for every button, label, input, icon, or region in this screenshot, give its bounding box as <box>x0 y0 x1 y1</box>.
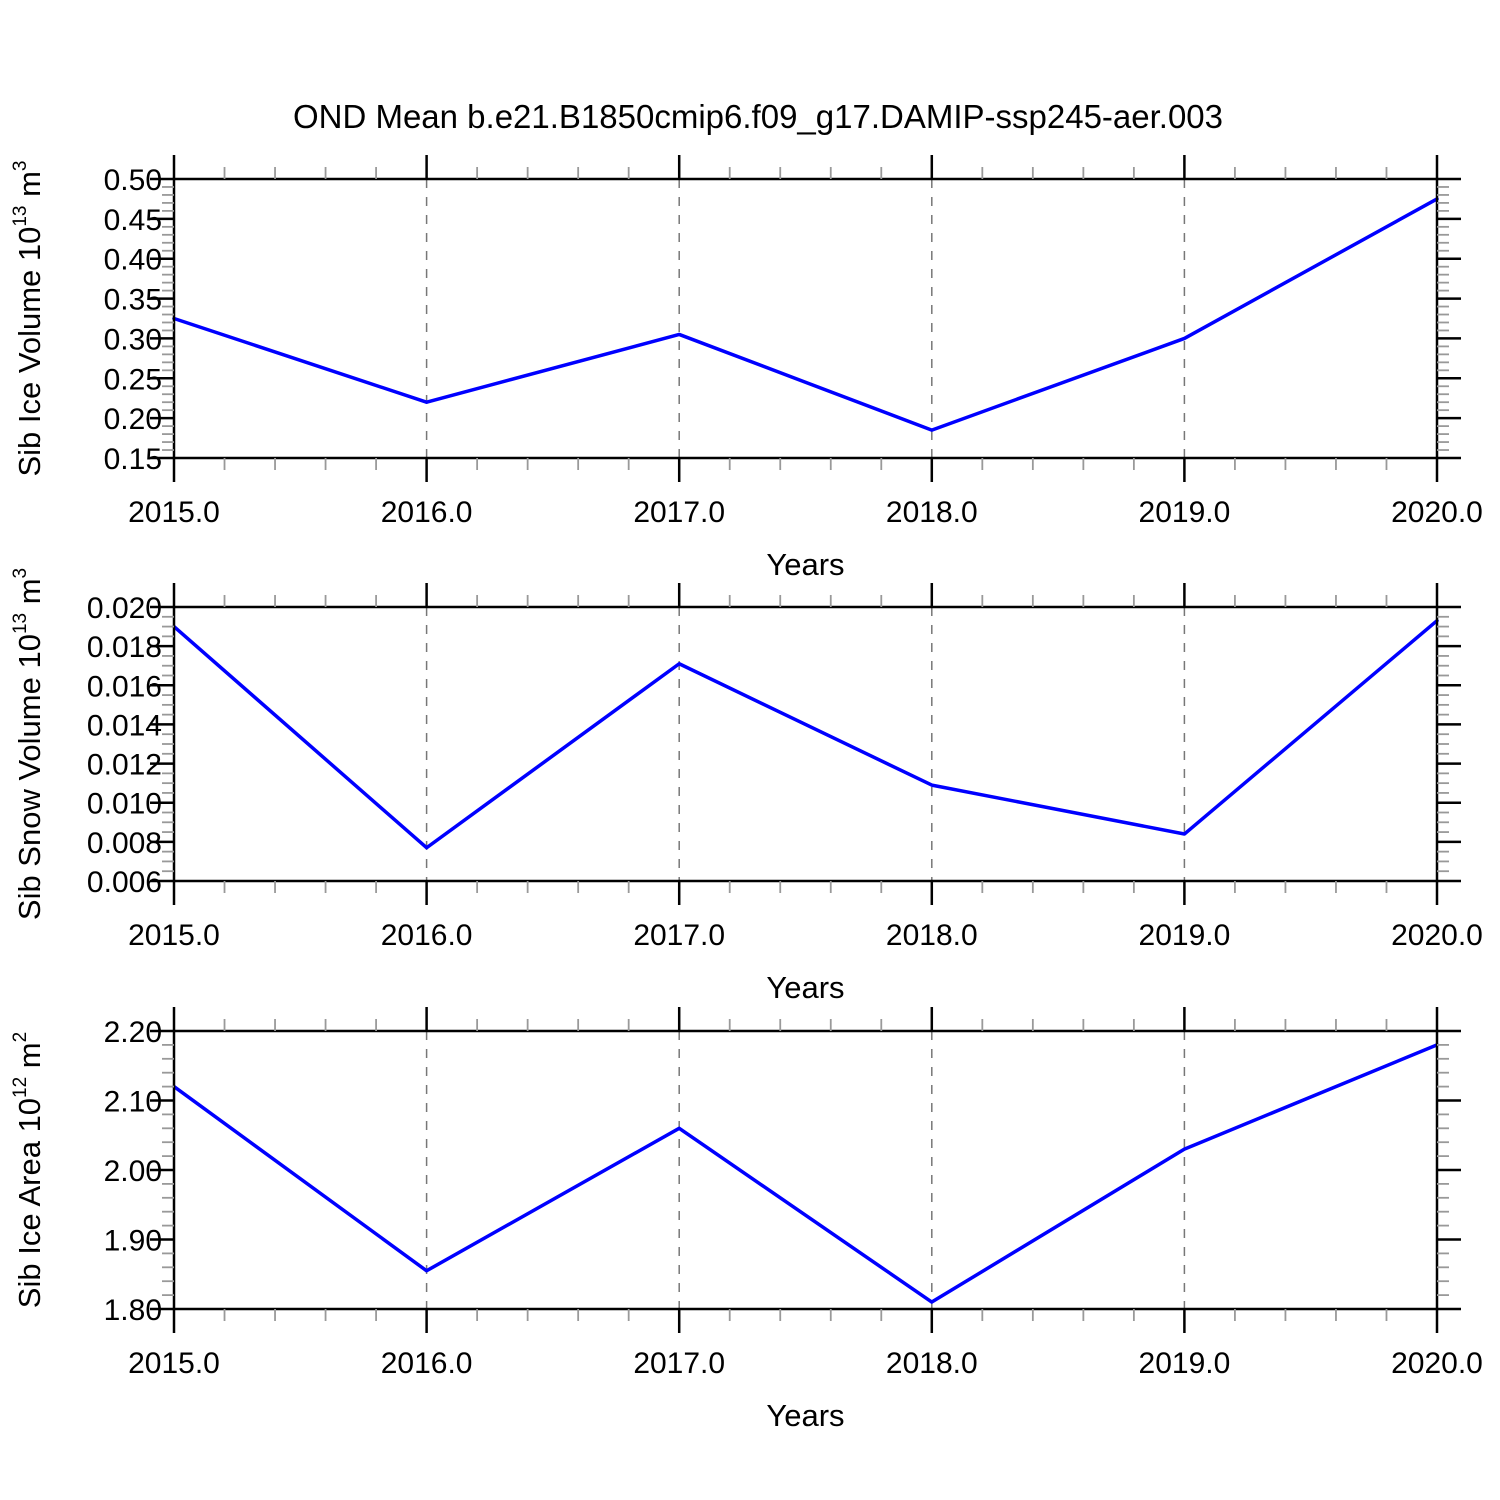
figure-title: OND Mean b.e21.B1850cmip6.f09_g17.DAMIP-… <box>293 98 1223 135</box>
x-tick-label: 2016.0 <box>381 1347 473 1380</box>
y-tick-label: 2.10 <box>104 1086 162 1119</box>
y-tick-label: 2.20 <box>104 1016 162 1049</box>
y-tick-label: 0.30 <box>104 323 162 356</box>
y-tick-label: 0.15 <box>104 443 162 476</box>
y-tick-label: 0.008 <box>87 827 162 860</box>
y-tick-label: 0.012 <box>87 749 162 782</box>
y-axis-label: Sib Snow Volume 1013 m3 <box>10 568 47 920</box>
y-tick-label: 0.50 <box>104 164 162 197</box>
x-tick-label: 2020.0 <box>1391 496 1483 529</box>
x-tick-label: 2018.0 <box>886 496 978 529</box>
y-tick-label: 1.90 <box>104 1225 162 1258</box>
y-tick-label: 1.80 <box>104 1294 162 1327</box>
series-line-sib-ice-area <box>172 1043 1439 1304</box>
x-tick-label: 2018.0 <box>886 1347 978 1380</box>
y-tick-label: 0.016 <box>87 670 162 703</box>
y-tick-label: 0.25 <box>104 363 162 396</box>
x-tick-label: 2018.0 <box>886 919 978 952</box>
x-tick-label: 2015.0 <box>128 1347 220 1380</box>
x-tick-label: 2017.0 <box>633 496 725 529</box>
x-tick-label: 2017.0 <box>633 919 725 952</box>
x-tick-label: 2017.0 <box>633 1347 725 1380</box>
x-tick-label: 2019.0 <box>1139 1347 1231 1380</box>
y-tick-label: 0.018 <box>87 631 162 664</box>
x-tick-label: 2020.0 <box>1391 1347 1483 1380</box>
y-tick-label: 0.006 <box>87 866 162 899</box>
x-tick-label: 2019.0 <box>1139 919 1231 952</box>
plot-sib-ice-volume: 2015.0 2016.0 2017.0 2018.0 2019.0 2020.0 0.15… <box>10 155 1483 582</box>
y-axis-label: Sib Ice Volume 1013 m3 <box>10 160 47 476</box>
x-tick-label: 2016.0 <box>381 919 473 952</box>
plot-sib-snow-volume: 2015.0 2016.0 2017.0 2018.0 2019.0 2020.0 0.00… <box>10 568 1483 1005</box>
y-tick-label: 0.45 <box>104 204 162 237</box>
plot-sib-ice-area: 2015.0 2016.0 2017.0 2018.0 2019.0 2020.0 1.80… <box>10 1007 1483 1433</box>
y-tick-label: 0.020 <box>87 592 162 625</box>
y-tick-label: 0.010 <box>87 788 162 821</box>
y-tick-label: 2.00 <box>104 1155 162 1188</box>
x-axis-label: Years <box>766 1398 844 1433</box>
y-tick-label: 0.40 <box>104 244 162 277</box>
x-tick-label: 2019.0 <box>1139 496 1231 529</box>
x-tick-label: 2015.0 <box>128 919 220 952</box>
plot-frame <box>172 177 1439 460</box>
series-line-sib-ice-volume <box>172 197 1439 432</box>
y-tick-label: 0.20 <box>104 403 162 436</box>
x-tick-label: 2016.0 <box>381 496 473 529</box>
y-tick-label: 0.014 <box>87 709 162 742</box>
x-tick-label: 2020.0 <box>1391 919 1483 952</box>
x-axis-label: Years <box>766 547 844 582</box>
y-axis-label: Sib Ice Area 1012 m2 <box>10 1032 47 1308</box>
series-line-sib-snow-volume <box>172 618 1439 850</box>
x-tick-label: 2015.0 <box>128 496 220 529</box>
x-axis-label: Years <box>766 970 844 1005</box>
y-tick-label: 0.35 <box>104 284 162 317</box>
